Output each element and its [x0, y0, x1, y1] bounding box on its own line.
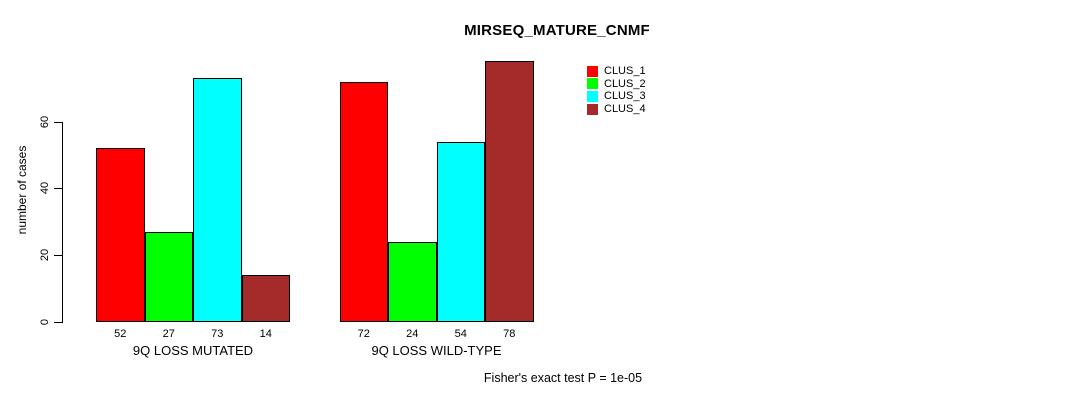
- y-tick-label: 20: [39, 249, 51, 262]
- bar-CLUS_4: [485, 61, 534, 322]
- legend-label: CLUS_4: [604, 103, 646, 116]
- legend-item-CLUS_1: CLUS_1: [587, 65, 646, 78]
- legend-swatch-CLUS_2: [587, 78, 598, 90]
- bar-value-label: 78: [503, 328, 516, 340]
- legend-swatch-CLUS_4: [587, 103, 598, 115]
- y-tick-mark: [54, 121, 62, 123]
- y-tick-mark: [54, 322, 62, 323]
- bar-CLUS_3: [193, 78, 242, 322]
- category-label: 9Q LOSS MUTATED: [132, 343, 254, 358]
- legend-label: CLUS_1: [604, 65, 646, 78]
- legend-swatch-CLUS_1: [587, 65, 598, 77]
- category-label: 9Q LOSS WILD-TYPE: [371, 343, 502, 358]
- chart-title: MIRSEQ_MATURE_CNMF: [464, 22, 650, 39]
- legend: CLUS_1 CLUS_2 CLUS_3 CLUS_4: [587, 65, 646, 115]
- y-axis-line: [62, 121, 63, 323]
- bar-value-label: 27: [162, 328, 175, 340]
- bar-CLUS_3: [436, 141, 485, 322]
- bar-CLUS_2: [388, 241, 437, 322]
- y-tick-label: 40: [39, 182, 51, 195]
- bar-value-label: 52: [114, 328, 127, 340]
- bar-value-label: 14: [259, 328, 272, 340]
- bar-value-label: 73: [211, 328, 224, 340]
- y-tick-mark: [54, 188, 62, 190]
- legend-label: CLUS_3: [604, 90, 646, 103]
- bar-CLUS_1: [339, 81, 388, 322]
- bar-CLUS_2: [144, 231, 193, 322]
- bar-CLUS_1: [96, 148, 145, 322]
- bar-value-label: 54: [454, 328, 467, 340]
- y-tick-label: 0: [39, 318, 51, 326]
- annotation-fisher-test: Fisher's exact test P = 1e-05: [483, 371, 643, 385]
- y-tick-mark: [54, 255, 62, 257]
- legend-item-CLUS_4: CLUS_4: [587, 103, 646, 116]
- legend-swatch-CLUS_3: [587, 90, 598, 102]
- legend-item-CLUS_2: CLUS_2: [587, 78, 646, 91]
- legend-item-CLUS_3: CLUS_3: [587, 90, 646, 103]
- bar-CLUS_4: [241, 275, 290, 322]
- bar-value-label: 24: [406, 328, 419, 340]
- bar-value-label: 72: [357, 328, 370, 340]
- legend-label: CLUS_2: [604, 77, 646, 90]
- y-tick-label: 60: [39, 115, 51, 128]
